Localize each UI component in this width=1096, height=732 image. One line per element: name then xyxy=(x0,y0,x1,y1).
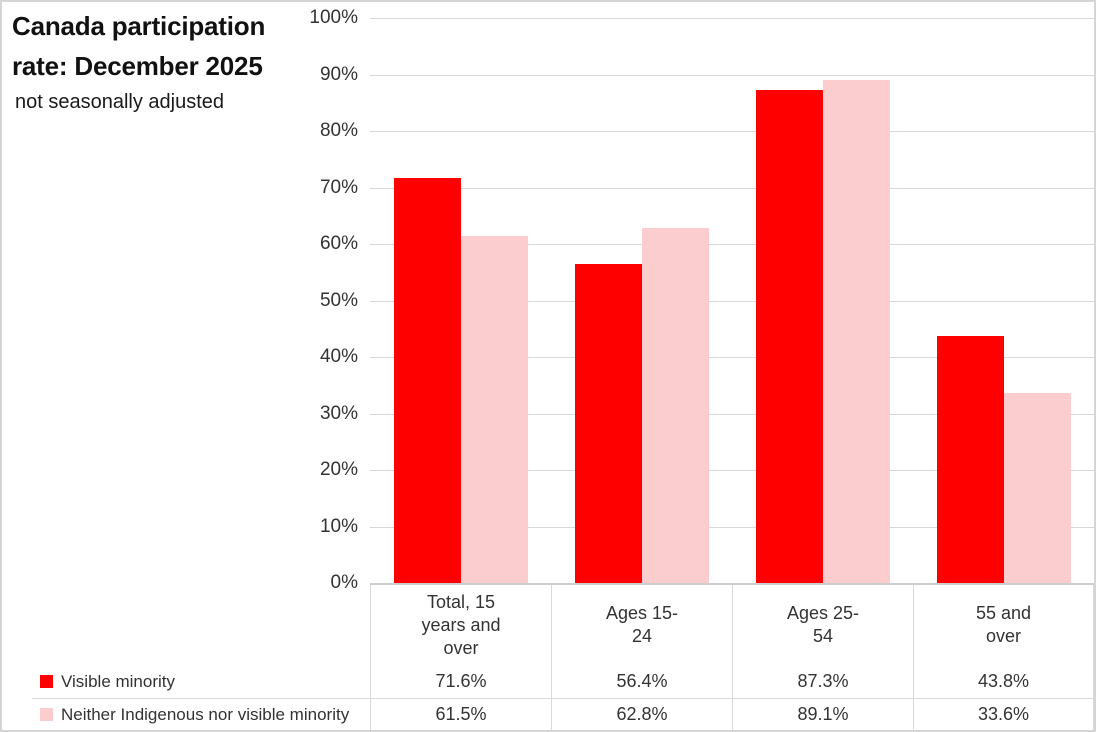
y-axis-label: 10% xyxy=(319,515,358,537)
bar-series-1 xyxy=(936,335,1004,583)
bar-series-2 xyxy=(641,228,709,583)
legend-swatch xyxy=(40,675,53,688)
title-block: Canada participation rate: December 2025… xyxy=(12,6,312,116)
chart-subtitle: not seasonally adjusted xyxy=(15,91,225,113)
y-axis-label: 90% xyxy=(319,63,358,85)
y-axis-label: 80% xyxy=(319,120,358,141)
category-label-line: Total, 15 xyxy=(426,591,496,612)
y-axis-label: 0% xyxy=(330,572,358,593)
bar-series-1 xyxy=(755,89,823,583)
gridline xyxy=(370,244,1094,245)
category-label-line: 54 xyxy=(812,626,834,646)
value-cell: 33.6% xyxy=(913,699,1094,730)
chart-title: Canada participation rate: December 2025 xyxy=(12,6,312,86)
gridline xyxy=(370,357,1094,358)
bar-series-2 xyxy=(822,79,890,583)
gridline xyxy=(370,413,1094,415)
plot-area xyxy=(370,18,1094,585)
chart-title-line2: rate: December 2025 xyxy=(12,51,263,81)
bar-series-1 xyxy=(393,178,461,583)
gridline xyxy=(370,300,1094,302)
category-label-line: 55 and xyxy=(975,603,1032,623)
category-group xyxy=(551,18,732,583)
gridline xyxy=(370,74,1094,76)
legend-label: Visible minority xyxy=(61,672,176,691)
value-cell: 43.8% xyxy=(913,665,1094,699)
value-cell: 87.3% xyxy=(732,665,913,699)
table-corner-cell xyxy=(32,585,370,665)
gridline xyxy=(370,187,1094,189)
value-cell: 89.1% xyxy=(732,699,913,730)
category-label: Ages 25- 54 xyxy=(732,585,913,665)
gridline xyxy=(370,131,1094,132)
category-label-line: 24 xyxy=(631,626,653,646)
value-cell: 62.8% xyxy=(551,699,732,730)
y-axis-label: 40% xyxy=(319,346,358,367)
y-axis-label: 60% xyxy=(319,233,358,254)
bar-series-1 xyxy=(574,264,642,583)
y-axis: 0% 10% 20% 30% 40% 50% 60% 70% 80% 90% 100% xyxy=(2,2,358,602)
value-cell: 71.6% xyxy=(370,665,551,699)
legend-label: Neither Indigenous nor visible minority xyxy=(61,705,350,724)
legend-swatch xyxy=(40,708,53,721)
y-axis-label: 100% xyxy=(309,7,358,28)
gridline xyxy=(370,18,1094,19)
category-group xyxy=(370,18,551,583)
value-cell: 61.5% xyxy=(370,699,551,730)
category-label: Total, 15 years and over xyxy=(370,585,551,665)
y-axis-label: 30% xyxy=(319,402,358,424)
category-group xyxy=(732,18,913,583)
category-group xyxy=(913,18,1094,583)
legend-item: Visible minority xyxy=(32,665,370,699)
y-axis-label: 20% xyxy=(319,459,358,480)
category-label: 55 and over xyxy=(913,585,1094,665)
value-cell: 56.4% xyxy=(551,665,732,699)
category-label-line: over xyxy=(985,626,1021,646)
chart-title-line1: Canada participation xyxy=(12,11,266,41)
legend-item: Neither Indigenous nor visible minority xyxy=(32,699,370,730)
category-label-line: Ages 25- xyxy=(786,603,860,623)
category-label-line: years and xyxy=(421,614,501,635)
data-table: Total, 15 years and over Ages 15- 24 Ages 25-… xyxy=(32,585,1094,730)
y-axis-label: 70% xyxy=(319,176,358,198)
category-label-line: Ages 15- xyxy=(605,603,679,623)
y-axis-label: 50% xyxy=(319,289,358,311)
gridline xyxy=(370,526,1094,528)
category-label-line: over xyxy=(443,637,479,658)
bar-series-2 xyxy=(1003,393,1071,583)
category-label: Ages 15- 24 xyxy=(551,585,732,665)
gridline xyxy=(370,470,1094,471)
bar-series-2 xyxy=(460,235,528,583)
